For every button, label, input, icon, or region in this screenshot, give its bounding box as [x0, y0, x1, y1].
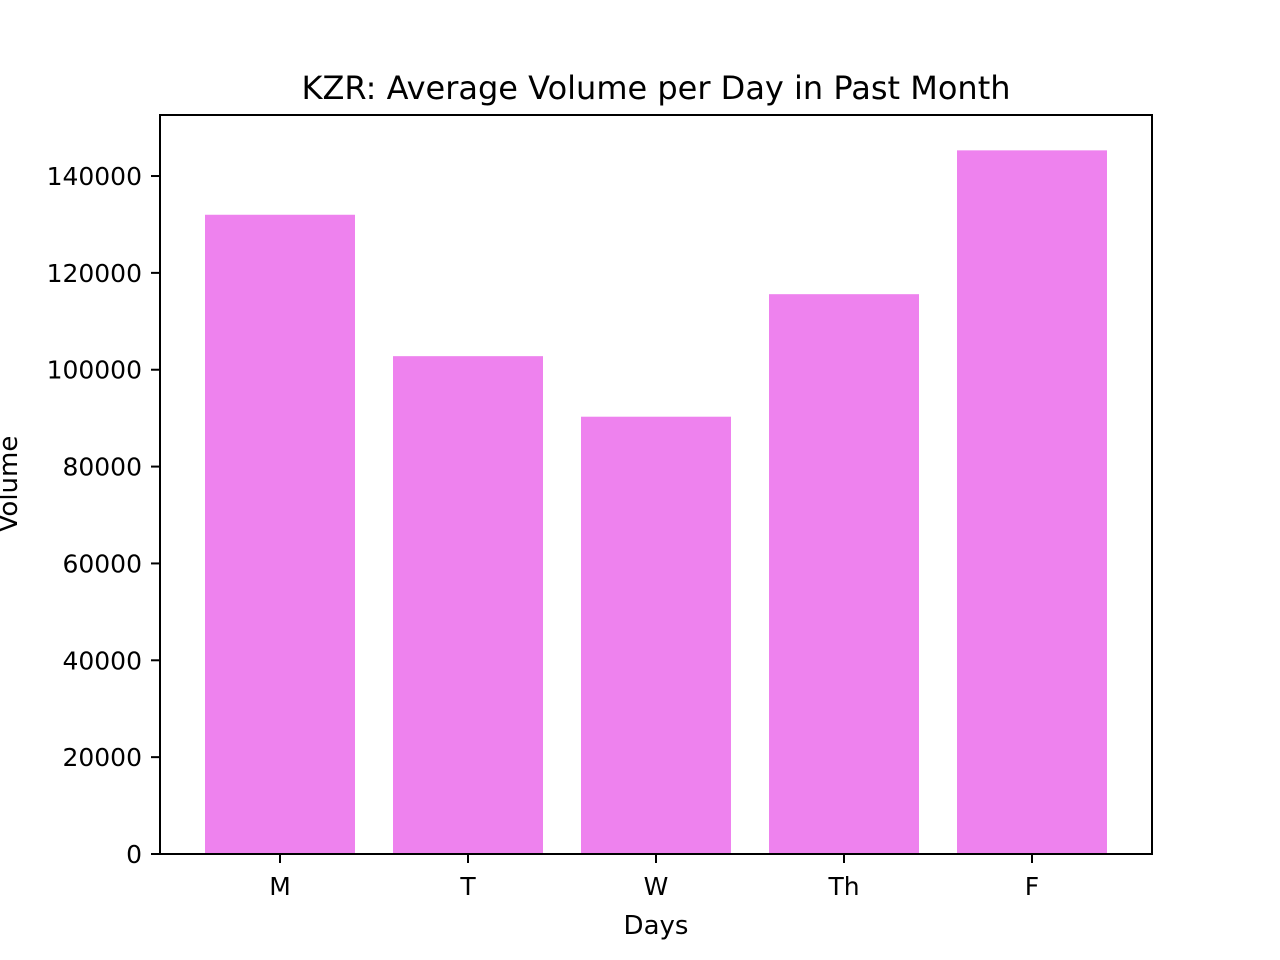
y-tick-label: 60000	[62, 549, 142, 578]
y-axis: 0 20000 40000 60000 80000 100000 120000 140000	[47, 162, 160, 869]
bar-f	[957, 150, 1107, 854]
y-tick-label: 0	[126, 840, 142, 869]
y-tick-label: 140000	[47, 162, 142, 191]
bar-th	[769, 294, 919, 854]
chart-title: KZR: Average Volume per Day in Past Mont…	[301, 69, 1010, 107]
y-tick-label: 120000	[47, 259, 142, 288]
bar-w	[581, 416, 731, 854]
y-axis-label: Volume	[0, 436, 24, 533]
y-tick-label: 80000	[62, 453, 142, 482]
x-tick-label: M	[269, 872, 291, 901]
x-axis-label: Days	[624, 911, 689, 941]
x-axis: M T W Th F	[269, 854, 1039, 901]
bars-group	[205, 150, 1107, 855]
y-tick-label: 40000	[62, 646, 142, 675]
y-tick-label: 20000	[62, 743, 142, 772]
x-tick-label: Th	[827, 872, 859, 901]
plot-frame	[159, 114, 1153, 855]
x-tick-label: T	[459, 872, 476, 901]
bar-m	[205, 214, 355, 855]
x-tick-label: W	[644, 872, 669, 901]
bar-t	[393, 356, 543, 854]
y-tick-label: 100000	[47, 356, 142, 385]
x-tick-label: F	[1025, 872, 1039, 901]
